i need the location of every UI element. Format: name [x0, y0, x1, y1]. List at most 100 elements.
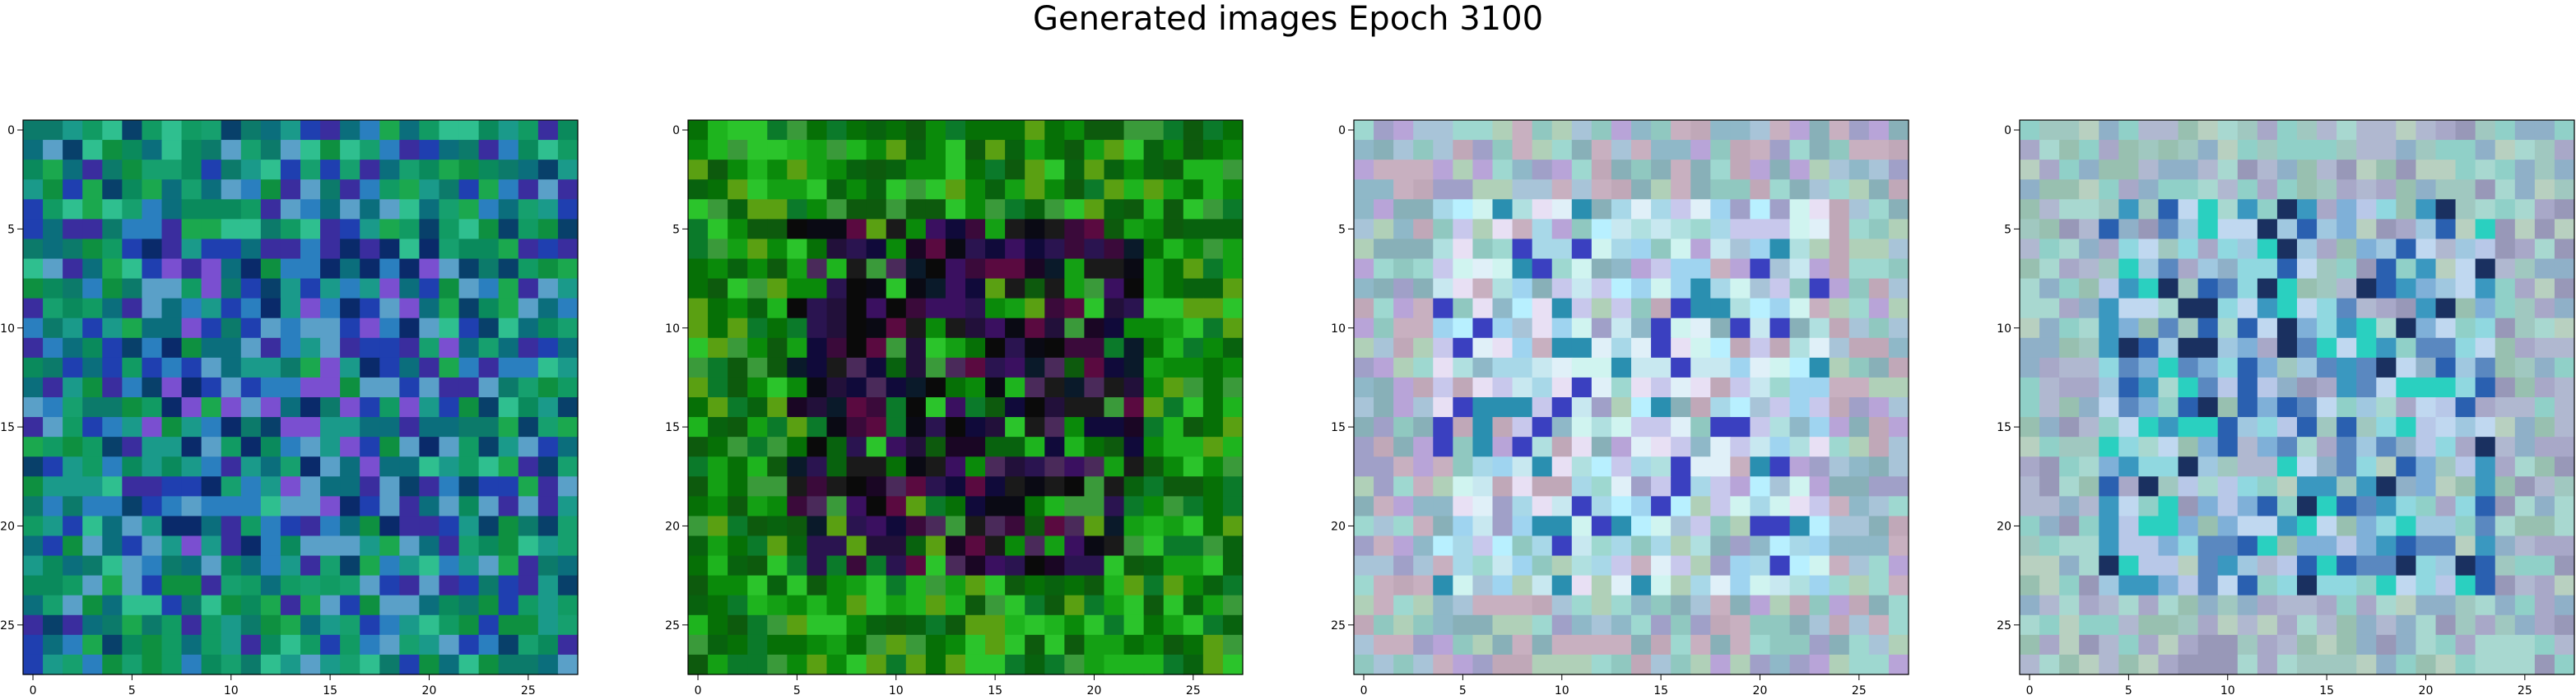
- pixel-cell: [1104, 456, 1125, 477]
- pixel-cell: [2317, 496, 2337, 517]
- pixel-cell: [2297, 199, 2318, 220]
- pixel-cell: [1163, 377, 1184, 398]
- pixel-cell: [2079, 555, 2099, 577]
- pixel-cell: [1123, 298, 1145, 319]
- pixel-cell: [320, 496, 341, 517]
- pixel-cell: [1571, 219, 1593, 240]
- pixel-cell: [1005, 179, 1025, 200]
- pixel-cell: [43, 575, 63, 596]
- pixel-cell: [2455, 417, 2476, 438]
- pixel-cell: [708, 417, 728, 438]
- pixel-cell: [1868, 160, 1890, 180]
- pixel-cell: [1750, 258, 1771, 280]
- pixel-cell: [2059, 337, 2080, 359]
- pixel-cell: [1888, 357, 1909, 378]
- pixel-cell: [181, 219, 202, 240]
- pixel-cell: [360, 614, 380, 636]
- pixel-cell: [1571, 377, 1593, 398]
- pixel-cell: [2534, 120, 2555, 141]
- pixel-cell: [439, 120, 460, 141]
- pixel-cell: [945, 160, 966, 180]
- pixel-cell: [2118, 535, 2140, 557]
- pixel-cell: [2276, 555, 2298, 577]
- pixel-cell: [518, 199, 539, 220]
- pixel-cell: [1143, 516, 1165, 537]
- pixel-cell: [728, 140, 748, 160]
- pixel-cell: [360, 140, 380, 160]
- pixel-cell: [23, 456, 44, 477]
- pixel-cell: [240, 199, 262, 220]
- pixel-cell: [43, 634, 63, 656]
- pixel-cell: [866, 337, 887, 359]
- pixel-cell: [1143, 239, 1165, 260]
- pixel-cell: [2495, 476, 2516, 497]
- pixel-cell: [2237, 634, 2258, 656]
- pixel-cell: [826, 317, 848, 339]
- pixel-cell: [2178, 456, 2199, 477]
- pixel-cell: [1868, 179, 1890, 200]
- pixel-cell: [1888, 199, 1909, 220]
- x-tick-label: 20: [1087, 684, 1102, 695]
- pixel-cell: [2039, 555, 2060, 577]
- pixel-cell: [1690, 595, 1711, 616]
- pixel-cell: [2337, 555, 2357, 577]
- pixel-cell: [2158, 555, 2179, 577]
- pixel-cell: [965, 634, 986, 656]
- pixel-cell: [1374, 298, 1394, 319]
- pixel-cell: [300, 120, 321, 141]
- pixel-cell: [787, 476, 808, 497]
- pixel-cell: [1025, 120, 1045, 141]
- pixel-cell: [2534, 357, 2555, 378]
- x-tick-label: 25: [2518, 684, 2532, 695]
- pixel-cell: [63, 357, 83, 378]
- pixel-cell: [458, 357, 480, 378]
- pixel-cell: [379, 120, 400, 141]
- pixel-cell: [2376, 357, 2397, 378]
- pixel-cell: [2534, 654, 2555, 675]
- pixel-cell: [747, 595, 768, 616]
- pixel-cell: [2079, 357, 2099, 378]
- pixel-cell: [747, 337, 768, 359]
- pixel-cell: [1671, 219, 1691, 240]
- pixel-cell: [2475, 634, 2496, 656]
- pixel-cell: [1104, 278, 1125, 299]
- pixel-cell: [905, 397, 927, 418]
- pixel-cell: [985, 199, 1006, 220]
- pixel-cell: [43, 140, 63, 160]
- pixel-cell: [23, 199, 44, 220]
- pixel-cell: [320, 219, 341, 240]
- pixel-cell: [2059, 634, 2080, 656]
- pixel-cell: [945, 337, 966, 359]
- pixel-cell: [2416, 516, 2437, 537]
- pixel-cell: [221, 317, 242, 339]
- pixel-cell: [221, 437, 242, 457]
- pixel-cell: [1183, 575, 1204, 596]
- pixel-cell: [1532, 555, 1553, 577]
- pixel-cell: [419, 278, 440, 299]
- pixel-cell: [518, 337, 539, 359]
- pixel-cell: [2276, 298, 2298, 319]
- pixel-cell: [1104, 575, 1125, 596]
- pixel-cell: [1202, 654, 1224, 675]
- pixel-cell: [2416, 337, 2437, 359]
- pixel-cell: [1084, 437, 1105, 457]
- pixel-cell: [1123, 417, 1145, 438]
- y-tick-label: 20: [1331, 520, 1346, 533]
- pixel-cell: [2079, 239, 2099, 260]
- pixel-cell: [181, 317, 202, 339]
- pixel-cell: [1025, 298, 1045, 319]
- pixel-cell: [925, 654, 946, 675]
- pixel-cell: [280, 140, 301, 160]
- pixel-cell: [1868, 199, 1890, 220]
- pixel-cell: [2237, 337, 2258, 359]
- pixel-cell: [2059, 476, 2080, 497]
- pixel-cell: [1393, 496, 1414, 517]
- pixel-cell: [2276, 456, 2298, 477]
- pixel-cell: [122, 298, 143, 319]
- pixel-cell: [201, 456, 222, 477]
- pixel-cell: [1374, 258, 1394, 280]
- pixel-cell: [102, 595, 123, 616]
- pixel-cell: [2356, 654, 2377, 675]
- pixel-cell: [1104, 239, 1125, 260]
- pixel-cell: [1750, 179, 1771, 200]
